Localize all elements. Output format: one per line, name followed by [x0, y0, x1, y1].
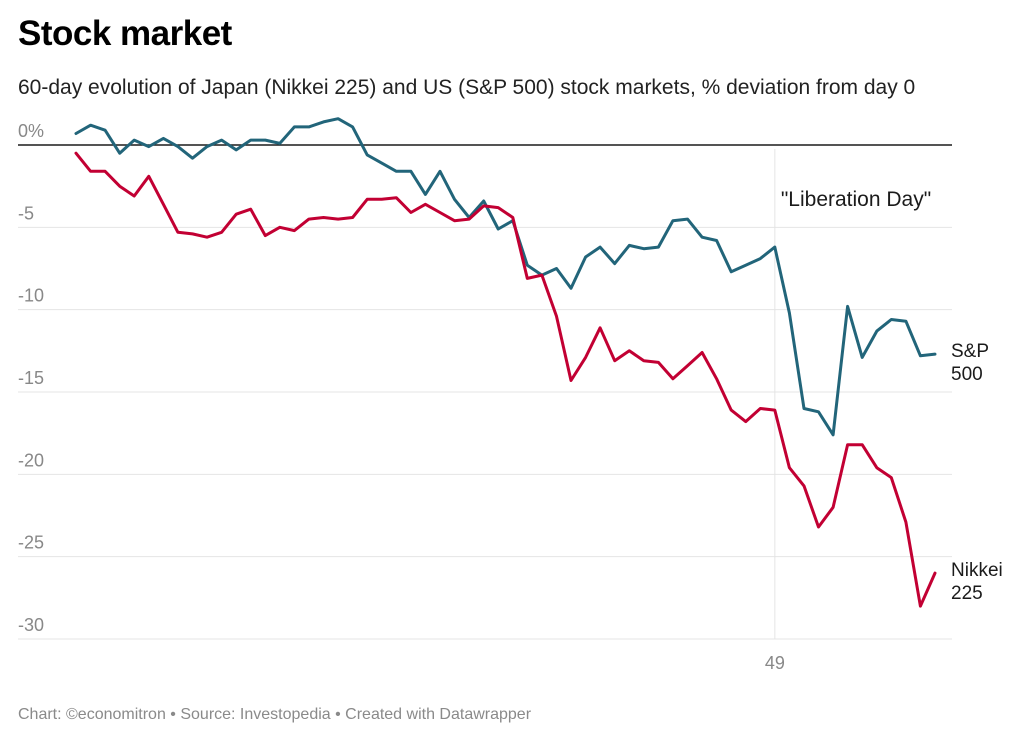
y-tick-label: -5 — [18, 203, 34, 223]
series-lines — [74, 117, 937, 608]
chart-subtitle: 60-day evolution of Japan (Nikkei 225) a… — [18, 76, 916, 99]
x-axis: 49 "Liberation Day" — [765, 149, 931, 673]
y-tick-label: -20 — [18, 450, 44, 470]
series-label-s-p-500: S&P 500 — [951, 341, 989, 385]
x-tick-label: 49 — [765, 653, 785, 673]
y-tick-label: 0% — [18, 121, 44, 141]
series-line-s-p-500 — [74, 117, 937, 437]
y-axis-ticks: 0% -5 -10 -15 -20 -25 -30 — [18, 121, 44, 635]
series-labels: S&P 500 Nikkei 225 — [951, 341, 1003, 604]
y-tick-label: -15 — [18, 368, 44, 388]
chart-footer: Chart: ©economitron • Source: Investoped… — [18, 706, 532, 723]
series-label-nikkei-225: Nikkei 225 — [951, 560, 1003, 604]
series-line-nikkei-225 — [74, 151, 937, 608]
gridlines — [18, 144, 952, 640]
y-tick-label: -30 — [18, 615, 44, 635]
y-tick-label: -10 — [18, 286, 44, 306]
y-tick-label: -25 — [18, 533, 44, 553]
annotation-liberation-day: "Liberation Day" — [781, 188, 931, 211]
chart-title: Stock market — [18, 14, 232, 53]
